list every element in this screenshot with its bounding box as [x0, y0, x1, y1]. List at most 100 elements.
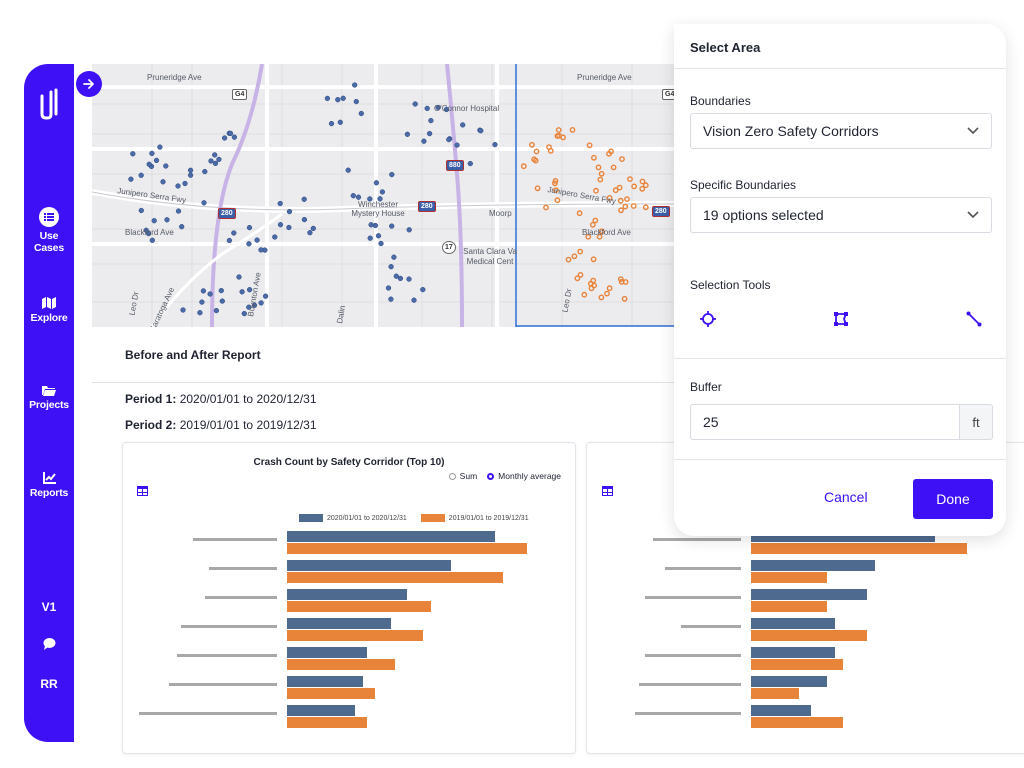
- crash-point-marker[interactable]: [146, 161, 152, 167]
- selected-crash-point-marker[interactable]: [621, 295, 628, 302]
- crash-point-marker[interactable]: [138, 172, 144, 178]
- bar-series-2020[interactable]: [287, 560, 451, 571]
- crash-point-marker[interactable]: [145, 230, 152, 237]
- crash-point-marker[interactable]: [358, 110, 364, 117]
- crash-point-marker[interactable]: [153, 157, 160, 164]
- crash-point-marker[interactable]: [388, 264, 394, 270]
- crash-point-marker[interactable]: [199, 299, 205, 305]
- selected-crash-point-marker[interactable]: [574, 275, 581, 282]
- bar-series-2020[interactable]: [287, 676, 363, 687]
- crash-point-marker[interactable]: [202, 168, 208, 175]
- crash-point-marker[interactable]: [231, 134, 238, 140]
- selected-crash-point-marker[interactable]: [569, 127, 576, 133]
- crash-point-marker[interactable]: [262, 293, 269, 299]
- bar-series-2020[interactable]: [751, 589, 867, 600]
- crash-point-marker[interactable]: [367, 235, 373, 241]
- crash-point-marker[interactable]: [385, 285, 392, 291]
- selected-crash-point-marker[interactable]: [627, 176, 633, 183]
- crash-point-marker[interactable]: [355, 194, 362, 200]
- selected-crash-point-marker[interactable]: [534, 185, 541, 192]
- sidebar-item-use-cases[interactable]: Use Cases: [24, 207, 74, 254]
- selected-crash-point-marker[interactable]: [551, 180, 558, 187]
- crash-point-marker[interactable]: [231, 230, 237, 236]
- selected-crash-point-marker[interactable]: [608, 148, 614, 155]
- app-logo-icon[interactable]: [32, 84, 66, 124]
- bar-series-2020[interactable]: [751, 676, 827, 687]
- selected-crash-point-marker[interactable]: [639, 185, 646, 192]
- bar-series-2020[interactable]: [751, 705, 811, 716]
- crash-point-marker[interactable]: [236, 274, 242, 280]
- crash-point-marker[interactable]: [239, 289, 245, 295]
- crash-point-marker[interactable]: [340, 95, 346, 101]
- selected-crash-point-marker[interactable]: [576, 210, 583, 217]
- crash-point-marker[interactable]: [163, 163, 169, 169]
- crash-point-marker[interactable]: [345, 167, 351, 173]
- crash-point-marker[interactable]: [272, 234, 278, 240]
- bar-series-2019[interactable]: [751, 572, 827, 583]
- crash-point-marker[interactable]: [164, 217, 170, 223]
- crash-point-marker[interactable]: [301, 216, 308, 223]
- expand-button[interactable]: [76, 71, 102, 97]
- crash-point-marker[interactable]: [175, 183, 181, 189]
- crash-point-marker[interactable]: [246, 287, 253, 293]
- bar-series-2019[interactable]: [287, 572, 503, 583]
- map-view[interactable]: Pruneridge Ave Pruneridge Ave O'Connor H…: [92, 64, 674, 327]
- crash-point-marker[interactable]: [182, 180, 188, 187]
- user-avatar[interactable]: RR: [40, 677, 58, 691]
- crash-point-marker[interactable]: [200, 288, 207, 294]
- crash-point-marker[interactable]: [426, 130, 433, 137]
- point-select-tool-icon[interactable]: [700, 311, 716, 327]
- selected-crash-point-marker[interactable]: [598, 294, 605, 301]
- crash-point-marker[interactable]: [424, 105, 430, 112]
- selected-crash-point-marker[interactable]: [639, 178, 646, 185]
- selected-crash-point-marker[interactable]: [577, 248, 584, 255]
- crash-point-marker[interactable]: [393, 273, 399, 279]
- crash-point-marker[interactable]: [421, 138, 427, 144]
- crash-point-marker[interactable]: [286, 208, 293, 215]
- selected-crash-point-marker[interactable]: [547, 148, 554, 154]
- selected-crash-point-marker[interactable]: [631, 183, 637, 190]
- bar-series-2020[interactable]: [751, 618, 835, 629]
- crash-point-marker[interactable]: [388, 296, 394, 302]
- crash-point-marker[interactable]: [307, 230, 313, 236]
- bar-series-2020[interactable]: [287, 531, 495, 542]
- crash-point-marker[interactable]: [373, 180, 380, 186]
- crash-point-marker[interactable]: [367, 196, 373, 202]
- selected-crash-point-marker[interactable]: [532, 157, 539, 164]
- bar-series-2020[interactable]: [751, 560, 875, 571]
- crash-point-marker[interactable]: [219, 298, 225, 304]
- selected-crash-point-marker[interactable]: [581, 291, 588, 298]
- crash-point-marker[interactable]: [218, 287, 224, 294]
- crash-point-marker[interactable]: [149, 237, 155, 243]
- selected-crash-point-marker[interactable]: [619, 156, 625, 163]
- bar-series-2020[interactable]: [287, 705, 355, 716]
- crash-point-marker[interactable]: [372, 222, 379, 229]
- bar-series-2019[interactable]: [751, 543, 967, 554]
- map-canvas[interactable]: [92, 64, 674, 327]
- crash-point-marker[interactable]: [478, 128, 484, 134]
- selected-crash-point-marker[interactable]: [617, 276, 624, 283]
- selected-crash-point-marker[interactable]: [592, 217, 599, 224]
- bar-series-2019[interactable]: [751, 601, 827, 612]
- selected-crash-point-marker[interactable]: [598, 228, 605, 235]
- bar-series-2020[interactable]: [287, 647, 367, 658]
- selected-crash-point-marker[interactable]: [606, 194, 613, 201]
- crash-point-marker[interactable]: [389, 223, 395, 229]
- selected-crash-point-marker[interactable]: [622, 203, 629, 210]
- sidebar-item-projects[interactable]: Projects: [24, 385, 74, 411]
- crash-point-marker[interactable]: [277, 222, 284, 228]
- selected-crash-point-marker[interactable]: [590, 154, 597, 161]
- crash-point-marker[interactable]: [411, 297, 417, 303]
- buffer-input[interactable]: [690, 404, 960, 440]
- bar-series-2019[interactable]: [287, 630, 423, 641]
- crash-point-marker[interactable]: [258, 247, 264, 253]
- crash-point-marker[interactable]: [428, 117, 434, 124]
- selected-crash-point-marker[interactable]: [618, 207, 624, 214]
- selected-crash-point-marker[interactable]: [622, 279, 629, 285]
- selected-crash-point-marker[interactable]: [565, 256, 572, 263]
- crash-point-marker[interactable]: [130, 151, 136, 157]
- selected-crash-point-marker[interactable]: [642, 204, 649, 211]
- crash-point-marker[interactable]: [375, 233, 382, 239]
- crash-point-marker[interactable]: [406, 276, 412, 282]
- crash-point-marker[interactable]: [175, 208, 182, 214]
